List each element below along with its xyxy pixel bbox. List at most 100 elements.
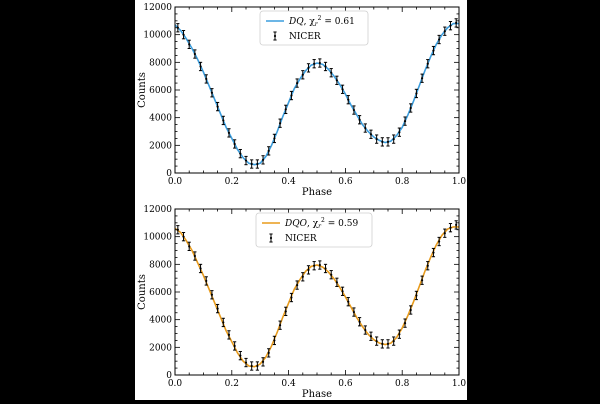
data-point	[432, 251, 435, 254]
data-point	[375, 340, 378, 343]
y-tick-label: 8000	[149, 58, 172, 68]
y-tick-label: 4000	[149, 316, 172, 326]
nicer-data-points	[176, 18, 458, 169]
data-point	[386, 140, 390, 143]
data-point	[369, 133, 373, 136]
data-point	[261, 360, 265, 363]
data-point	[420, 77, 424, 80]
chart-panel-2: 0.0 0.2 0.4 0.6 0.8 1.0 0 2000 4000 6000 8000 10000…	[137, 205, 466, 400]
data-point	[199, 267, 202, 270]
x-axis-label: Phase	[302, 389, 332, 400]
data-point	[438, 240, 441, 243]
y-axis-label: Counts	[137, 274, 148, 310]
data-point	[455, 223, 458, 227]
y-tick-label: 4000	[149, 114, 172, 124]
data-point	[318, 61, 321, 65]
data-point	[244, 361, 248, 364]
data-point	[267, 149, 270, 152]
data-point	[188, 43, 191, 46]
data-point	[392, 340, 395, 343]
data-point	[199, 65, 202, 68]
legend-nicer-marker	[273, 34, 277, 38]
y-tick-label: 0	[166, 169, 172, 179]
data-point	[352, 108, 356, 112]
data-point	[347, 300, 350, 303]
x-tick-label: 0.2	[225, 379, 239, 389]
data-point	[182, 235, 185, 238]
y-tick-label: 6000	[149, 288, 172, 298]
data-point	[386, 342, 390, 345]
data-point	[244, 159, 248, 162]
y-tick-label: 10000	[143, 233, 172, 243]
figure: 0.0 0.2 0.4 0.6 0.8 1.0 0 2000 4000 6000 8000 10000…	[135, 0, 467, 400]
data-point	[261, 158, 265, 161]
data-point	[256, 364, 259, 368]
x-tick-label: 0.8	[395, 177, 410, 187]
data-point	[415, 294, 418, 297]
data-point	[239, 354, 242, 357]
data-point	[358, 320, 361, 323]
data-point	[222, 321, 225, 324]
data-point	[216, 105, 219, 108]
data-point	[347, 98, 350, 101]
data-point	[341, 88, 344, 91]
y-tick-label: 2000	[149, 343, 172, 353]
data-point	[403, 120, 407, 123]
data-point	[193, 52, 196, 56]
data-point	[324, 65, 327, 68]
data-point	[403, 322, 407, 325]
data-point	[398, 333, 401, 336]
data-point	[318, 263, 321, 267]
data-point	[239, 152, 242, 155]
legend-box	[259, 10, 369, 46]
data-point	[307, 268, 310, 271]
data-point	[364, 126, 367, 130]
data-point	[250, 364, 253, 368]
data-point	[381, 342, 384, 345]
data-point	[273, 339, 276, 342]
chart-panel-1: 0.0 0.2 0.4 0.6 0.8 1.0 0 2000 4000 6000 8000 10000…	[137, 3, 466, 198]
data-point	[313, 62, 316, 65]
data-point	[449, 24, 452, 27]
data-point	[227, 131, 231, 134]
legend-model-label: DQ, χr2 = 0.61	[288, 15, 355, 28]
y-tick-label: 10000	[143, 31, 172, 41]
data-point	[352, 310, 356, 314]
data-point	[296, 283, 299, 287]
chart-figure: 0.0 0.2 0.4 0.6 0.8 1.0 0 2000 4000 6000 8000 10000…	[137, 3, 466, 400]
legend: DQO, χr2 = 0.59 NICER	[255, 212, 373, 248]
x-tick-label: 1.0	[452, 379, 467, 389]
data-point	[301, 73, 304, 76]
data-point	[426, 62, 429, 65]
data-point	[216, 307, 219, 310]
data-point	[307, 66, 310, 69]
data-point	[375, 138, 378, 141]
data-point	[205, 77, 208, 81]
data-point	[176, 26, 179, 29]
x-tick-label: 1.0	[452, 177, 467, 187]
data-point	[358, 118, 361, 121]
data-point	[284, 108, 287, 111]
data-point	[296, 81, 299, 85]
legend-model-label: DQO, χr2 = 0.59	[284, 217, 358, 230]
data-point	[324, 267, 327, 270]
data-point	[233, 344, 236, 348]
y-tick-label: 8000	[149, 260, 172, 270]
model-curve	[174, 22, 459, 166]
data-point	[392, 138, 395, 141]
data-point	[398, 131, 401, 134]
data-point	[278, 122, 282, 125]
data-point	[443, 232, 446, 235]
data-point	[335, 281, 338, 284]
data-point	[409, 106, 412, 110]
y-axis-label: Counts	[137, 72, 148, 108]
data-point	[438, 38, 441, 41]
data-point	[341, 290, 344, 293]
data-point	[290, 94, 293, 97]
nicer-data-points	[176, 220, 458, 371]
data-point	[455, 21, 458, 25]
data-point	[182, 33, 185, 36]
data-point	[301, 275, 304, 278]
data-point	[227, 333, 231, 336]
x-tick-label: 0.0	[168, 379, 183, 389]
